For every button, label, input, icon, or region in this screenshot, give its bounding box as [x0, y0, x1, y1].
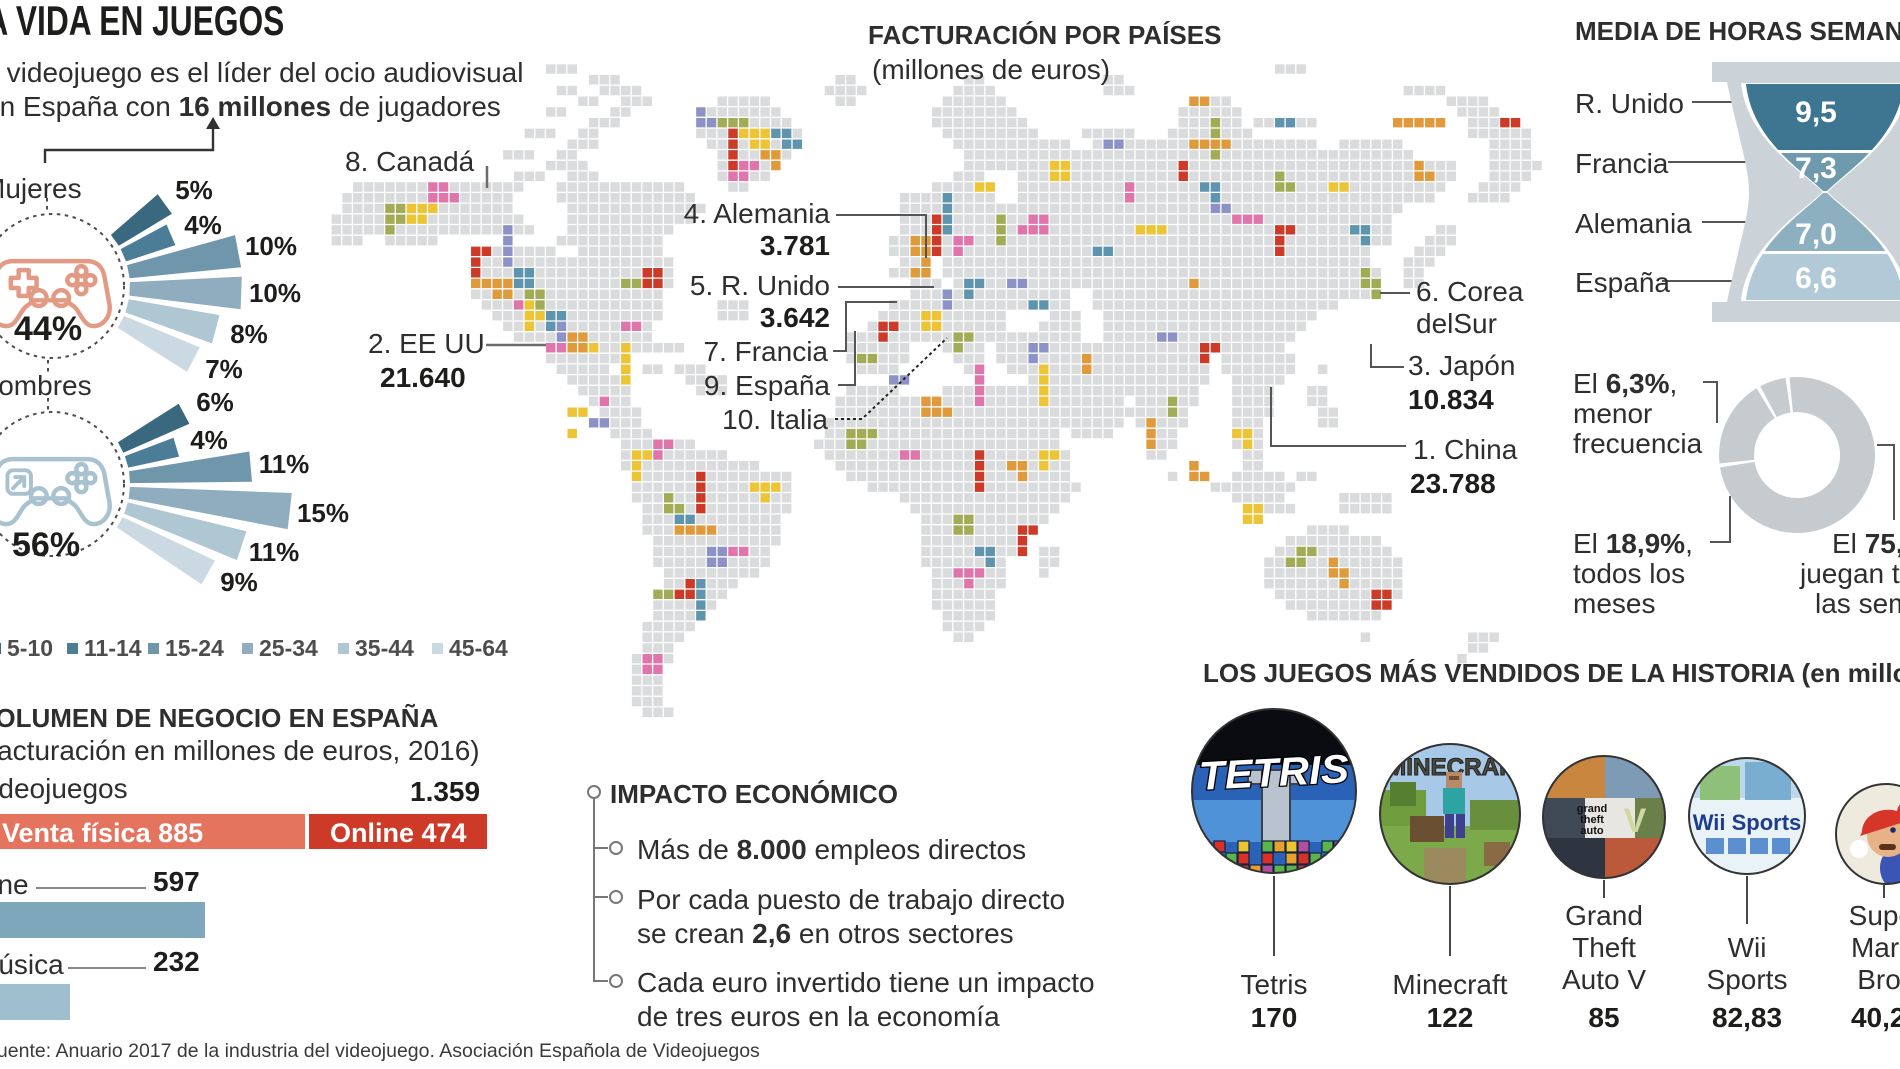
svg-text:theft: theft [1580, 814, 1604, 826]
svg-text:grand: grand [1577, 803, 1608, 815]
svg-text:auto: auto [1580, 825, 1604, 837]
svg-text:Wii Sports: Wii Sports [1693, 810, 1802, 835]
svg-text:TETRIS: TETRIS [1198, 747, 1350, 799]
svg-text:V: V [1624, 802, 1647, 840]
